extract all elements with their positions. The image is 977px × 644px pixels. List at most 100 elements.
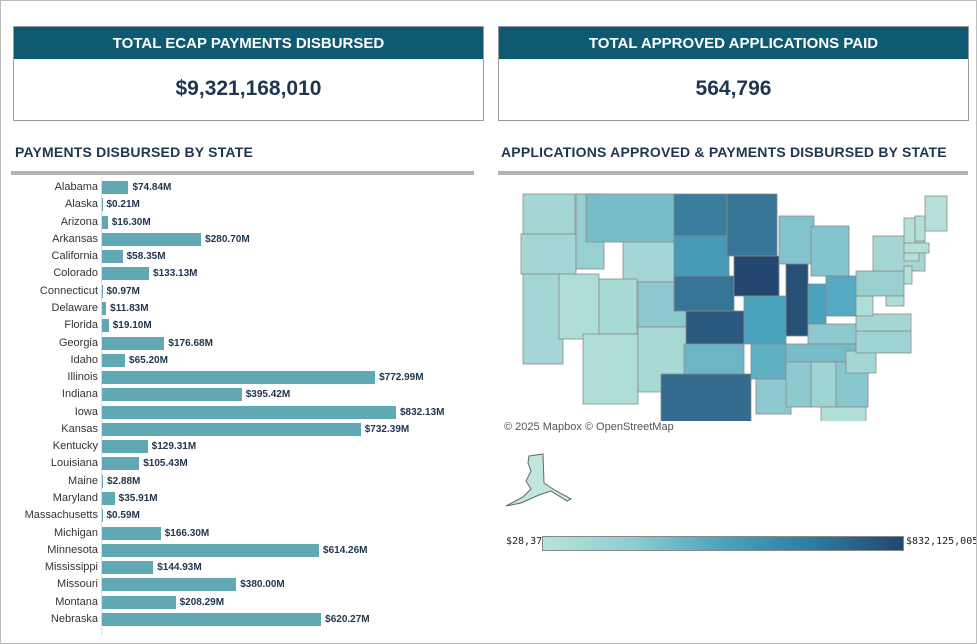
state-shape-in[interactable] <box>807 283 827 330</box>
bar-row[interactable]: Alabama $74.84M <box>11 179 476 196</box>
state-shape-mn[interactable] <box>726 193 778 257</box>
bar-row[interactable]: Indiana $395.42M <box>11 386 476 403</box>
bar-row[interactable]: Kansas $732.39M <box>11 421 476 438</box>
bar-row[interactable]: Arkansas $280.70M <box>11 231 476 248</box>
bar[interactable] <box>102 595 176 609</box>
bar-row[interactable]: Delaware $11.83M <box>11 300 476 317</box>
bar[interactable] <box>102 492 115 506</box>
bar-row[interactable]: Maryland $35.91M <box>11 490 476 507</box>
bar-label: Montana <box>55 595 98 608</box>
state-shape-mi[interactable] <box>810 225 850 277</box>
state-shape-ma[interactable] <box>903 242 930 254</box>
bar[interactable] <box>102 301 107 315</box>
state-shape-ia[interactable] <box>733 255 780 297</box>
bar[interactable] <box>102 578 237 592</box>
state-shape-ms[interactable] <box>785 361 812 408</box>
state-shape-me[interactable] <box>924 195 948 232</box>
state-shape-oh[interactable] <box>825 275 857 317</box>
state-shape-wy[interactable] <box>622 241 676 283</box>
bar[interactable] <box>102 353 126 367</box>
bar-row[interactable]: Alaska $0.21M <box>11 196 476 213</box>
bar[interactable] <box>102 215 108 229</box>
bar-row[interactable]: Massachusetts $0.59M <box>11 507 476 524</box>
state-shape-al[interactable] <box>810 361 837 408</box>
bar-row[interactable]: Colorado $133.13M <box>11 265 476 282</box>
bar[interactable] <box>102 543 320 557</box>
state-shape-or[interactable] <box>520 233 577 275</box>
state-shape-ok[interactable] <box>683 343 745 375</box>
state-shape-md[interactable] <box>885 295 905 307</box>
legend-max: $832,125,005 <box>906 536 977 547</box>
bar[interactable] <box>102 267 150 281</box>
state-shape-nv[interactable] <box>558 273 600 340</box>
bar[interactable] <box>102 284 103 298</box>
bar[interactable] <box>102 561 154 575</box>
bar[interactable] <box>102 198 103 212</box>
bar-row[interactable]: Maine $2.88M <box>11 473 476 490</box>
bar-value-label: $16.30M <box>111 216 151 228</box>
state-shape-ca[interactable] <box>522 273 564 365</box>
bar-row[interactable]: Minnesota $614.26M <box>11 542 476 559</box>
state-shape-vt[interactable] <box>903 217 916 244</box>
bar-row[interactable]: Mississippi $144.93M <box>11 559 476 576</box>
state-shape-wa[interactable] <box>522 193 576 235</box>
bar[interactable] <box>102 371 376 385</box>
bar-row[interactable]: Arizona $16.30M <box>11 214 476 231</box>
state-shape-mo[interactable] <box>743 295 787 345</box>
state-shape-la[interactable] <box>755 378 792 415</box>
state-shape-az[interactable] <box>582 333 639 405</box>
bar-label: Georgia <box>58 336 98 349</box>
state-shape-nj[interactable] <box>903 265 913 285</box>
alaska-inset[interactable] <box>501 451 576 511</box>
us-choropleth-map[interactable] <box>501 186 961 421</box>
bar[interactable] <box>102 526 161 540</box>
state-shape-fl[interactable] <box>820 406 867 421</box>
bar-row[interactable]: Kentucky $129.31M <box>11 438 476 455</box>
bar-row[interactable]: California $58.35M <box>11 248 476 265</box>
bar[interactable] <box>102 440 148 454</box>
bar-row[interactable]: Iowa $832.13M <box>11 404 476 421</box>
bar[interactable] <box>102 457 140 471</box>
bar-row[interactable]: Georgia $176.68M <box>11 335 476 352</box>
bar-row[interactable]: Nebraska $620.27M <box>11 611 476 628</box>
state-shape-va[interactable] <box>855 313 912 332</box>
state-shape-pa[interactable] <box>855 270 905 297</box>
bar[interactable] <box>102 405 396 419</box>
state-shape-ct[interactable] <box>903 252 920 262</box>
bar-row[interactable]: Montana $208.29M <box>11 594 476 611</box>
bar-row[interactable]: Michigan $166.30M <box>11 525 476 542</box>
bar-row[interactable]: Idaho $65.20M <box>11 352 476 369</box>
bar-row[interactable]: Connecticut $0.97M <box>11 283 476 300</box>
state-shape-ar[interactable] <box>750 343 787 380</box>
state-shape-ne[interactable] <box>673 275 735 312</box>
bar-chart[interactable]: Alabama $74.84M Alaska $0.21M Arizona $16.30M… <box>11 177 476 635</box>
state-shape-il[interactable] <box>785 263 809 337</box>
state-shape-ut[interactable] <box>598 278 638 335</box>
bar[interactable] <box>102 422 361 436</box>
bar[interactable] <box>102 181 129 194</box>
state-shape-sd[interactable] <box>673 235 730 277</box>
bar[interactable] <box>102 613 322 626</box>
bar[interactable] <box>102 336 165 350</box>
bar-row[interactable]: Florida $19.10M <box>11 317 476 334</box>
state-shape-wi[interactable] <box>778 215 815 265</box>
bar[interactable] <box>102 319 109 333</box>
state-shape-mt[interactable] <box>585 193 675 243</box>
bar[interactable] <box>102 250 123 264</box>
bar[interactable] <box>102 474 104 488</box>
bar-value-label: $35.91M <box>118 493 158 505</box>
state-shape-tx[interactable] <box>660 373 752 421</box>
bar[interactable] <box>102 509 103 523</box>
bar-row[interactable]: Missouri $380.00M <box>11 576 476 593</box>
state-shape-wv[interactable] <box>855 295 874 317</box>
bar-label: Alaska <box>64 198 98 211</box>
state-shape-nh[interactable] <box>914 215 926 242</box>
bar[interactable] <box>102 232 202 246</box>
bar-row[interactable]: Illinois $772.99M <box>11 369 476 386</box>
bar-row[interactable]: Louisiana $105.43M <box>11 455 476 472</box>
bar[interactable] <box>102 388 242 402</box>
state-shape-sc[interactable] <box>845 350 877 374</box>
state-shape-nc[interactable] <box>855 330 912 354</box>
state-shape-ks[interactable] <box>685 310 745 345</box>
state-shape-nd[interactable] <box>673 193 728 237</box>
